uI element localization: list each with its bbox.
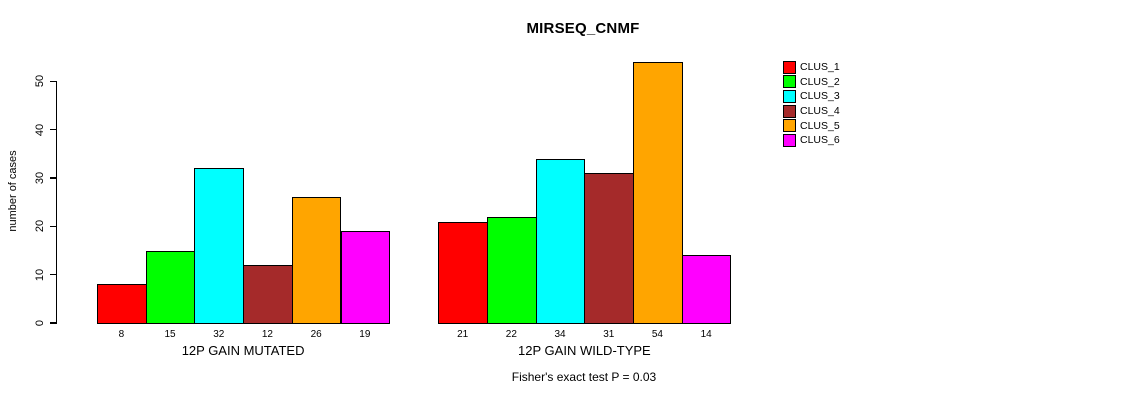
y-axis-tick-label: 20	[34, 220, 46, 233]
legend-swatch-icon	[783, 60, 796, 74]
legend-item-clus_2: CLUS_2	[783, 75, 840, 90]
legend-item-clus_6: CLUS_6	[783, 133, 840, 148]
chart-title: MIRSEQ_CNMF	[526, 20, 640, 37]
bar-value-label: 26	[310, 329, 322, 340]
y-axis-label: number of cases	[7, 150, 19, 232]
bar-value-label: 54	[651, 329, 663, 340]
bar-value-label: 12	[261, 329, 273, 340]
y-axis-tick-label: 40	[34, 123, 46, 136]
bar-clus_3-group1	[194, 168, 245, 324]
legend-swatch-icon	[783, 104, 796, 118]
legend-item-clus_5: CLUS_5	[783, 118, 840, 133]
y-axis-tick-label: 10	[34, 268, 46, 281]
legend-label: CLUS_4	[800, 105, 840, 118]
y-axis-tick	[49, 225, 56, 228]
y-axis-tick-label: 0	[34, 319, 46, 327]
bar-value-label: 21	[457, 329, 469, 340]
y-axis-tick	[49, 128, 56, 131]
bar-clus_4-group2	[584, 173, 635, 324]
legend-swatch-icon	[783, 119, 796, 133]
bar-clus_2-group2	[487, 216, 537, 324]
annotation-text: Fisher's exact test P = 0.03	[511, 370, 657, 384]
bar-value-label: 32	[213, 329, 225, 340]
bar-value-label: 22	[505, 329, 517, 340]
legend-label: CLUS_6	[800, 134, 840, 147]
bar-value-label: 31	[603, 329, 615, 340]
legend-item-clus_1: CLUS_1	[783, 60, 840, 75]
bar-clus_1-group1	[97, 284, 147, 324]
bar-clus_1-group2	[438, 221, 488, 324]
legend: CLUS_1 CLUS_2 CLUS_3 CLUS_4 CLUS_5 CLUS_6	[783, 60, 840, 148]
group-label: 12P GAIN WILD-TYPE	[518, 343, 651, 358]
legend-item-clus_4: CLUS_4	[783, 104, 840, 119]
bar-value-label: 8	[118, 329, 125, 340]
bar-clus_5-group2	[633, 62, 683, 324]
y-axis-line	[55, 81, 57, 324]
bar-clus_6-group2	[681, 255, 732, 324]
bar-clus_4-group1	[243, 265, 293, 324]
legend-swatch-icon	[783, 133, 796, 147]
legend-swatch-icon	[783, 89, 796, 103]
y-axis-tick-label: 30	[34, 171, 46, 185]
bar-value-label: 15	[164, 329, 176, 340]
bar-clus_5-group1	[291, 197, 342, 324]
legend-label: CLUS_1	[800, 61, 840, 74]
bar-clus_2-group1	[145, 250, 196, 324]
bar-clus_6-group1	[340, 231, 391, 324]
y-axis-tick	[49, 177, 56, 179]
group-label: 12P GAIN MUTATED	[181, 343, 305, 358]
bar-value-label: 19	[359, 329, 371, 340]
bar-value-label: 14	[700, 329, 712, 340]
y-axis-tick-label: 50	[34, 75, 46, 88]
y-axis-tick	[49, 322, 56, 324]
bar-clus_3-group2	[535, 158, 586, 324]
legend-swatch-icon	[783, 75, 796, 89]
y-axis-tick	[49, 80, 56, 83]
y-axis-tick	[49, 273, 56, 276]
legend-label: CLUS_3	[800, 90, 840, 103]
legend-label: CLUS_2	[800, 75, 840, 88]
legend-item-clus_3: CLUS_3	[783, 89, 840, 104]
legend-label: CLUS_5	[800, 119, 840, 132]
bar-value-label: 34	[554, 329, 566, 340]
